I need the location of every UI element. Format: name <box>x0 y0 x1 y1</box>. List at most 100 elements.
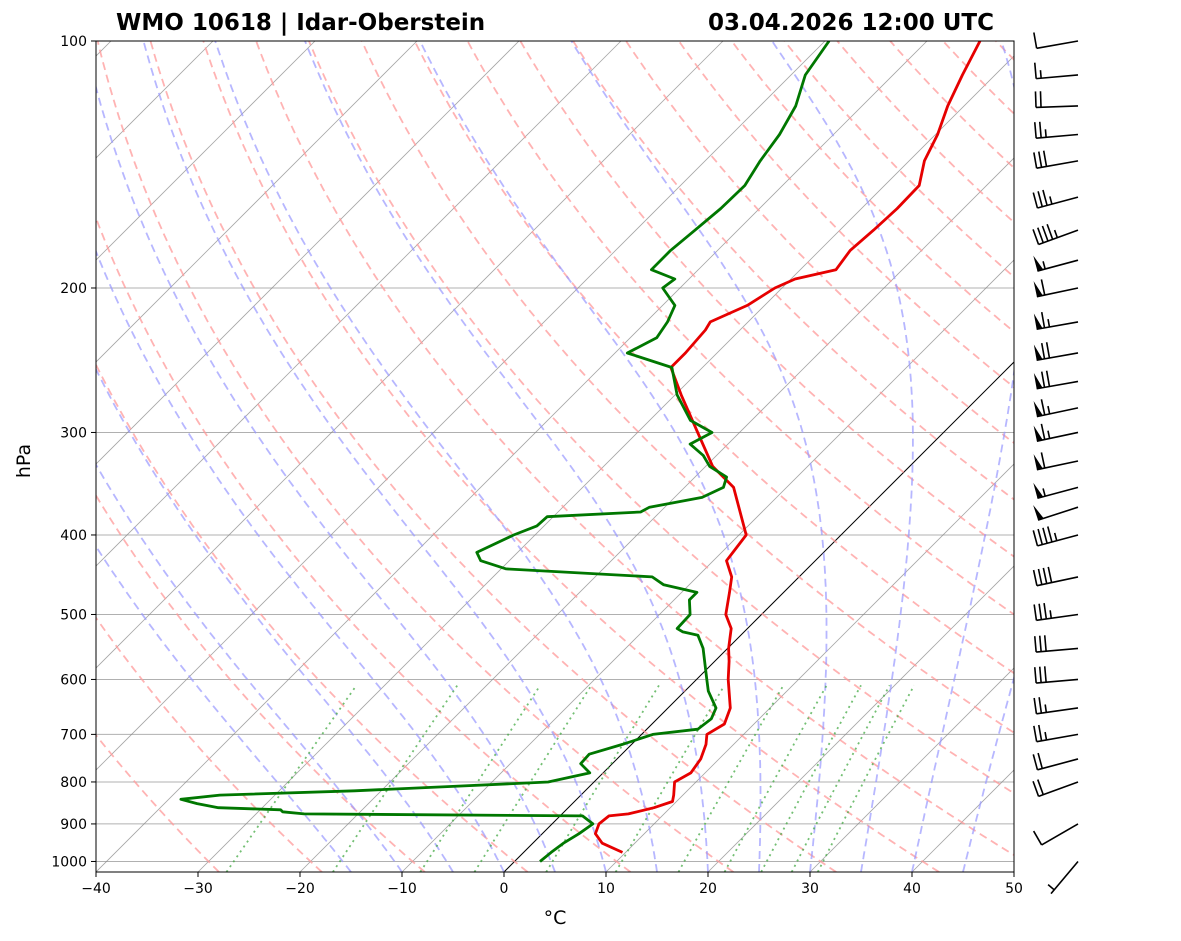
barb-feather <box>1033 62 1037 79</box>
barb-shaft <box>1037 196 1079 209</box>
barb-feather <box>1037 779 1044 795</box>
barb-half-feather <box>1047 884 1055 891</box>
barb-feather <box>1032 530 1039 547</box>
wind-barb <box>1033 255 1079 272</box>
wind-barb <box>1033 399 1079 418</box>
barb-feather <box>1032 754 1039 771</box>
barb-feather <box>1033 636 1037 653</box>
mixing-ratio-line <box>225 684 358 872</box>
y-axis-ticks: 1000 900 800 700 600 500 400 300 200 100 <box>51 34 96 870</box>
barb-half-feather <box>1044 704 1048 713</box>
isotherm-line <box>96 41 826 771</box>
barb-pennant <box>1033 344 1043 361</box>
barb-shaft <box>1036 613 1079 622</box>
dry-adiabat <box>308 41 1014 795</box>
wind-barb <box>1033 602 1079 622</box>
profile-lines <box>179 41 982 863</box>
wind-barb <box>1033 342 1079 362</box>
barb-feather <box>1040 371 1046 388</box>
wind-barb <box>1032 526 1079 547</box>
moist-adiabat <box>570 41 828 872</box>
dewpoint-profile <box>179 41 831 863</box>
barb-shaft <box>1036 352 1079 362</box>
barb-shaft <box>1038 229 1079 246</box>
mixing-ratio-line <box>723 684 828 872</box>
barb-feather <box>1034 91 1037 108</box>
barb-feather <box>1032 830 1043 846</box>
barb-feather <box>1038 121 1042 138</box>
mixing-ratio-line <box>790 684 891 872</box>
wind-barb <box>1033 697 1079 715</box>
barb-feather <box>1037 752 1044 769</box>
barb-pennant <box>1033 373 1043 389</box>
wind-barb <box>1047 860 1079 895</box>
barb-half-feather <box>1044 129 1047 138</box>
barb-feather <box>1043 635 1047 652</box>
wind-barb <box>1033 666 1079 684</box>
barb-half-feather <box>1047 405 1051 415</box>
barb-feather <box>1032 192 1039 209</box>
dry-adiabat <box>96 362 529 872</box>
wind-barbs-column <box>1032 32 1079 895</box>
barb-pennant <box>1033 400 1043 417</box>
barb-shaft <box>1036 287 1079 298</box>
y-tick-label: 200 <box>60 281 87 297</box>
barb-shaft <box>1037 758 1079 771</box>
y-tick-label: 500 <box>60 607 87 623</box>
dry-adiabat <box>942 41 1014 115</box>
barb-half-feather <box>1039 70 1042 79</box>
barb-feather <box>1043 666 1047 683</box>
barb-half-feather <box>1047 318 1051 328</box>
barb-feather <box>1032 781 1040 797</box>
moist-adiabat <box>96 544 352 872</box>
dry-adiabat <box>836 41 1014 224</box>
dry-adiabat <box>413 41 1014 675</box>
x-tick-label: −10 <box>387 881 417 897</box>
barb-pennant <box>1033 425 1043 442</box>
moist-adiabat <box>214 41 658 872</box>
x-tick-label: 30 <box>801 881 819 897</box>
moist-adiabat <box>96 462 403 872</box>
wind-barb <box>1032 779 1079 798</box>
moist-adiabat <box>96 84 556 872</box>
wind-barb <box>1032 189 1079 209</box>
barb-feather <box>1047 566 1053 583</box>
isotherm-line <box>96 41 724 669</box>
barb-shaft <box>1036 321 1079 331</box>
barb-feather <box>1032 569 1038 586</box>
moist-adiabat <box>96 249 505 872</box>
isotherm-line <box>401 259 1014 872</box>
barb-feather <box>1037 227 1044 244</box>
barb-pennant <box>1033 281 1043 297</box>
wind-barb <box>1033 311 1079 331</box>
y-tick-label: 900 <box>60 817 87 833</box>
y-tick-label: 400 <box>60 528 87 544</box>
barb-shaft <box>1036 380 1079 390</box>
barb-feather <box>1038 666 1042 683</box>
barb-shaft <box>1037 506 1079 521</box>
barb-feather <box>1033 667 1037 684</box>
barb-half-feather <box>1044 731 1048 741</box>
mixing-ratio-line <box>760 684 862 872</box>
dry-adiabat <box>360 41 1014 734</box>
barb-feather <box>1038 697 1043 714</box>
barb-half-feather <box>1042 488 1046 497</box>
mixing-ratio-line <box>419 684 541 872</box>
barb-feather <box>1033 152 1038 169</box>
barb-half-feather <box>1053 532 1058 541</box>
wind-barb <box>1033 279 1079 298</box>
wind-barb <box>1033 121 1079 139</box>
barb-shaft <box>1036 40 1079 50</box>
barb-feather <box>1043 602 1048 620</box>
background-lines <box>96 41 1014 872</box>
barb-feather <box>1040 423 1046 440</box>
barb-shaft <box>1035 105 1079 109</box>
y-tick-label: 1000 <box>51 854 87 870</box>
dry-adiabat <box>255 41 1014 857</box>
plot-frame <box>95 40 1015 873</box>
barb-half-feather <box>1049 610 1053 619</box>
barb-feather <box>1042 527 1048 544</box>
wind-barb <box>1033 370 1079 390</box>
dry-adiabat <box>519 41 1014 558</box>
wind-barb <box>1033 635 1079 653</box>
